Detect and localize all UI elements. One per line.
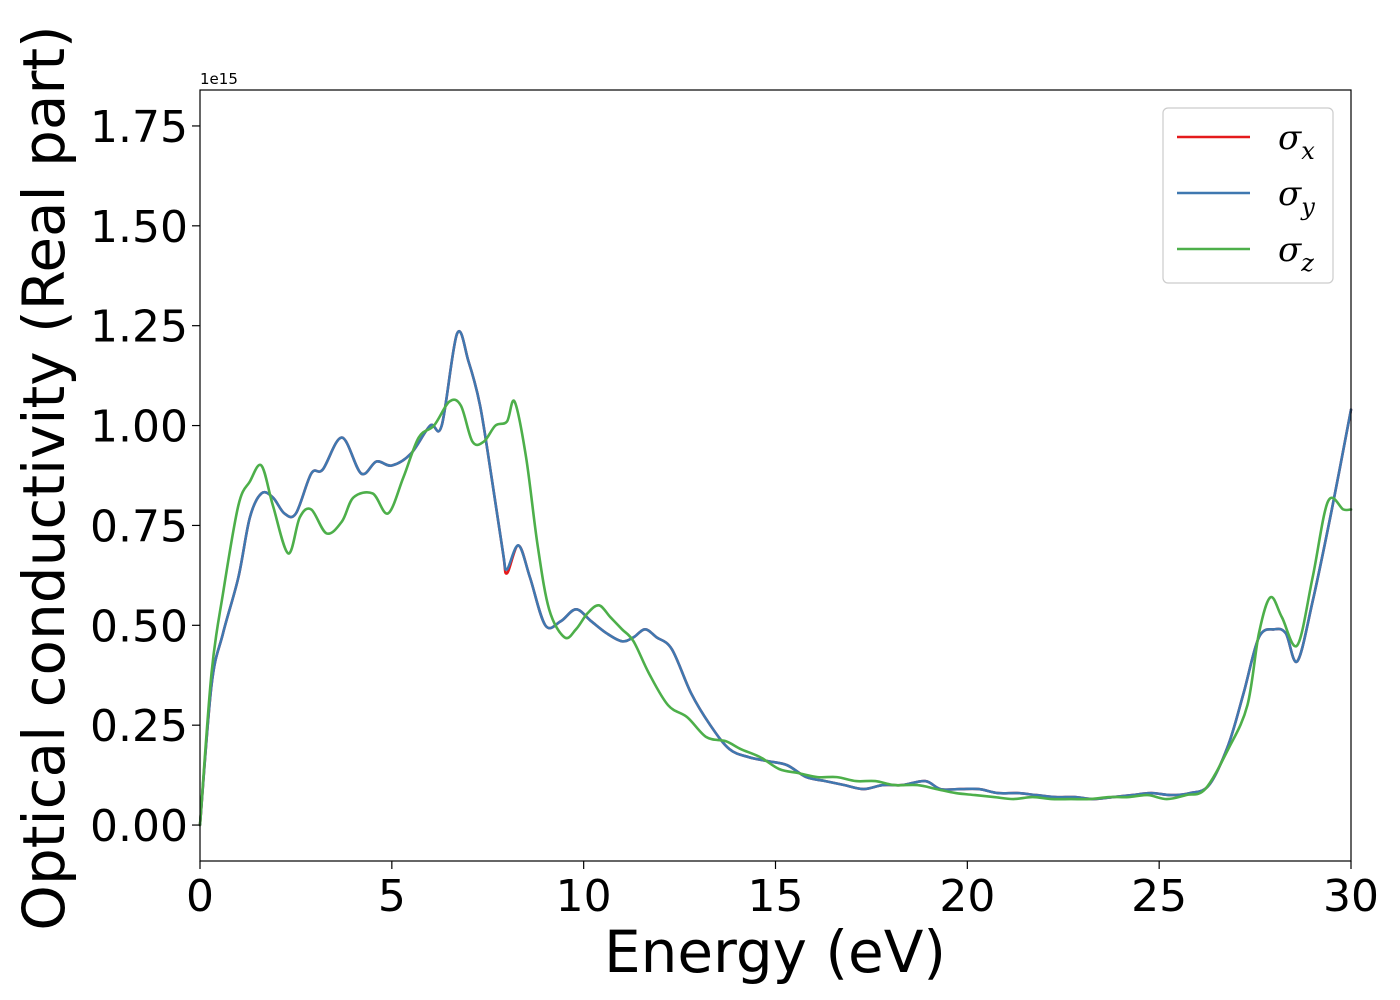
y-tick-label: 0.25: [90, 701, 188, 752]
legend-label-subscript: z: [1300, 249, 1314, 277]
y-axis-label: Optical conductivity (Real part): [10, 25, 78, 930]
legend-box: [1162, 107, 1334, 284]
x-axis-label: Energy (eV): [604, 918, 946, 986]
y-tick-label: 1.00: [90, 402, 188, 453]
x-axis: 0 5 10 15 20 25 30: [186, 861, 1379, 922]
x-tick-label: 10: [556, 871, 612, 922]
legend-label-base: σ: [1278, 230, 1302, 270]
legend-label-base: σ: [1278, 174, 1302, 214]
y-tick-label: 0.75: [90, 501, 188, 552]
y-axis: 0.00 0.25 0.50 0.75 1.00 1.25 1.50 1.75: [90, 102, 200, 852]
x-tick-label: 5: [378, 871, 406, 922]
y-tick-label: 1.75: [90, 102, 188, 153]
legend-label-y: σy: [1278, 174, 1315, 221]
y-tick-label: 1.50: [90, 202, 188, 253]
y-tick-label: 1.25: [90, 302, 188, 353]
x-tick-label: 30: [1323, 871, 1379, 922]
legend-label-x: σx: [1278, 118, 1315, 165]
legend-label-subscript: y: [1300, 193, 1315, 221]
series-line-z: [198, 398, 1353, 827]
x-tick-label: 0: [186, 871, 214, 922]
x-tick-label: 15: [748, 871, 804, 922]
x-tick-label: 25: [1131, 871, 1187, 922]
x-tick-label: 20: [939, 871, 995, 922]
y-offset-label: 1e15: [200, 70, 238, 88]
series-line-y: [198, 330, 1353, 827]
legend-label-z: σz: [1278, 230, 1314, 277]
series-layer: [198, 330, 1353, 827]
legend-label-base: σ: [1278, 118, 1302, 158]
series-line-x: [198, 330, 1353, 827]
legend-label-subscript: x: [1301, 137, 1315, 165]
y-tick-label: 0.00: [90, 801, 188, 852]
y-tick-label: 0.50: [90, 601, 188, 652]
